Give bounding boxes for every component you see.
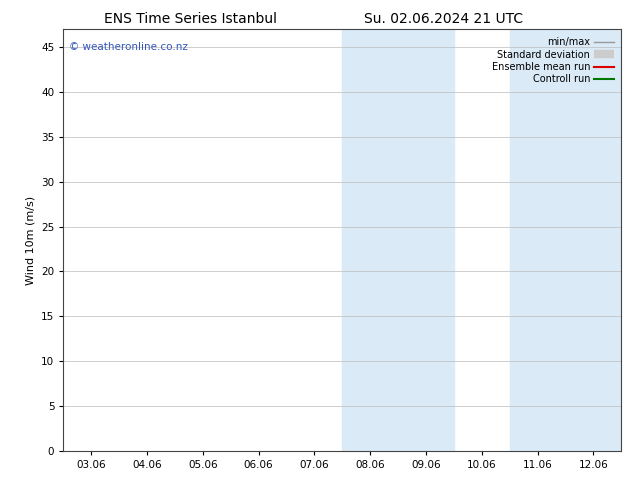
Text: ENS Time Series Istanbul: ENS Time Series Istanbul — [104, 12, 276, 26]
Y-axis label: Wind 10m (m/s): Wind 10m (m/s) — [25, 196, 36, 285]
Text: © weatheronline.co.nz: © weatheronline.co.nz — [69, 42, 188, 52]
Bar — [566, 29, 621, 451]
Bar — [342, 29, 398, 451]
Bar — [510, 29, 566, 451]
Legend: min/max, Standard deviation, Ensemble mean run, Controll run: min/max, Standard deviation, Ensemble me… — [489, 34, 616, 87]
Text: Su. 02.06.2024 21 UTC: Su. 02.06.2024 21 UTC — [365, 12, 523, 26]
Bar — [398, 29, 454, 451]
